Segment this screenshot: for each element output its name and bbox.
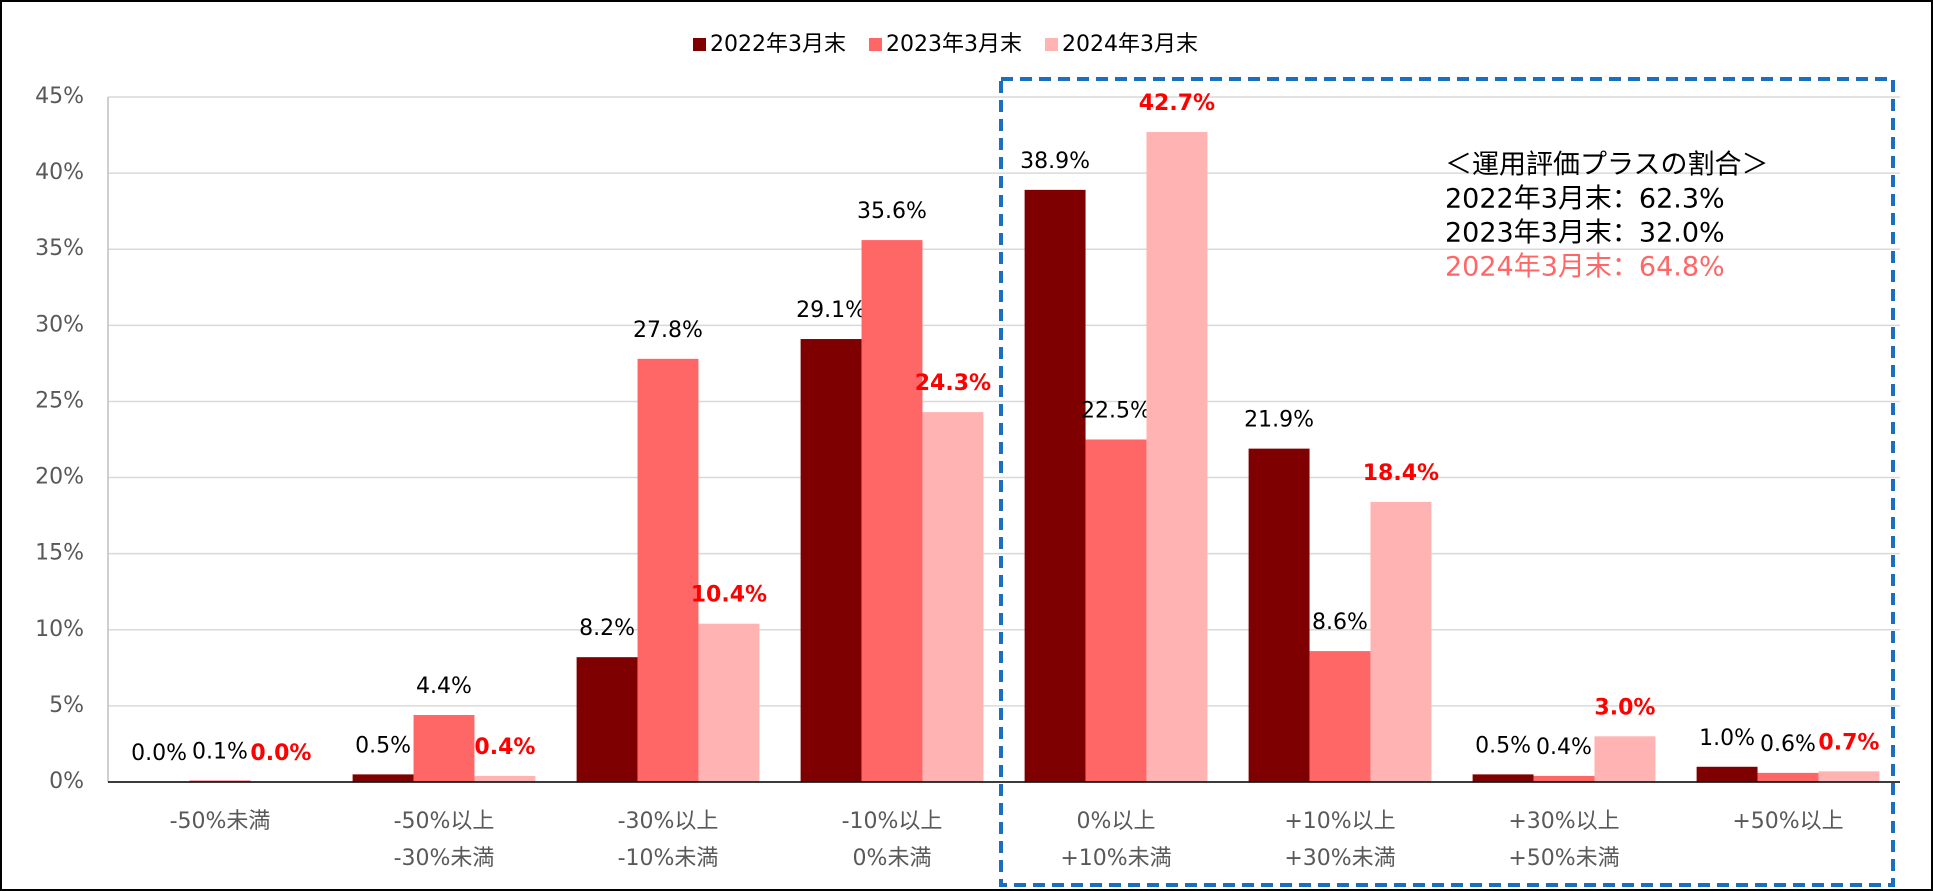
y-tick-label: 5% (49, 693, 84, 718)
data-label: 0.7% (1818, 730, 1879, 755)
legend-swatch (693, 38, 706, 51)
bar (1248, 448, 1310, 782)
y-tick-label: 35% (35, 236, 84, 261)
bar (1146, 132, 1208, 782)
bar (1533, 775, 1595, 782)
bar (576, 657, 638, 782)
data-label: 0.0% (250, 741, 311, 766)
y-tick-label: 0% (49, 769, 84, 794)
y-tick-label: 20% (35, 465, 84, 490)
bar (1370, 501, 1432, 782)
bar (1472, 774, 1534, 782)
annotation-line: 2024年3月末：64.8% (1445, 252, 1725, 283)
bar (189, 780, 251, 782)
y-tick-label: 15% (35, 541, 84, 566)
bar (352, 774, 414, 782)
x-tick-label: -50%未満 (170, 809, 271, 834)
annotation-line: 2022年3月末：62.3% (1445, 184, 1725, 215)
data-label: 24.3% (915, 371, 991, 396)
x-tick-label: +30%未満 (1284, 846, 1395, 871)
y-tick-label: 10% (35, 617, 84, 642)
y-tick-label: 30% (35, 312, 84, 337)
x-tick-label: +10%未満 (1060, 846, 1171, 871)
x-tick-label: -30%以上 (618, 809, 719, 834)
data-label: 0.4% (1536, 735, 1592, 760)
data-label: 18.4% (1363, 461, 1439, 486)
x-tick-label: -10%未満 (618, 846, 719, 871)
y-tick-label: 45% (35, 84, 84, 109)
x-tick-label: 0%未満 (853, 846, 932, 871)
data-label: 0.1% (192, 739, 248, 764)
bar (413, 715, 475, 782)
bar (922, 412, 984, 782)
x-tick-label: +50%以上 (1732, 809, 1843, 834)
data-label: 8.6% (1312, 610, 1368, 635)
data-label: 38.9% (1020, 149, 1090, 174)
legend-label: 2023年3月末 (886, 32, 1022, 57)
x-tick-label: -50%以上 (394, 809, 495, 834)
data-label: 0.6% (1760, 732, 1816, 757)
data-label: 0.0% (131, 741, 187, 766)
y-tick-label: 25% (35, 388, 84, 413)
legend-label: 2022年3月末 (710, 32, 846, 57)
data-label: 42.7% (1139, 91, 1215, 116)
legend-swatch (869, 38, 882, 51)
bar (1594, 736, 1656, 782)
data-label: 1.0% (1699, 726, 1755, 751)
bar (800, 339, 862, 782)
annotation-line: ＜運用評価プラスの割合＞ (1445, 150, 1768, 181)
data-label: 22.5% (1081, 399, 1151, 424)
bar (1309, 651, 1371, 782)
highlight-box (999, 77, 1895, 887)
bar (637, 358, 699, 782)
data-label: 0.4% (474, 735, 535, 760)
bar (1696, 766, 1758, 782)
data-label: 27.8% (633, 318, 703, 343)
legend-swatch (1045, 38, 1058, 51)
data-label: 35.6% (857, 199, 927, 224)
annotation-line: 2023年3月末：32.0% (1445, 218, 1725, 249)
y-tick-label: 40% (35, 160, 84, 185)
bar (1818, 771, 1880, 782)
bar (698, 623, 760, 782)
data-label: 3.0% (1594, 695, 1655, 720)
x-tick-label: 0%以上 (1077, 809, 1156, 834)
bar (1085, 439, 1147, 782)
data-label: 8.2% (579, 616, 635, 641)
bar (1757, 772, 1819, 782)
data-label: 10.4% (691, 583, 767, 608)
x-tick-label: -10%以上 (842, 809, 943, 834)
data-label: 0.5% (1475, 733, 1531, 758)
bar (1024, 189, 1086, 782)
x-tick-label: -30%未満 (394, 846, 495, 871)
bar (861, 240, 923, 783)
data-label: 29.1% (796, 298, 866, 323)
data-label: 4.4% (416, 674, 472, 699)
bar (474, 775, 536, 782)
x-tick-label: +50%未満 (1508, 846, 1619, 871)
data-label: 21.9% (1244, 408, 1314, 433)
legend-label: 2024年3月末 (1062, 32, 1198, 57)
x-tick-label: +30%以上 (1508, 809, 1619, 834)
data-label: 0.5% (355, 733, 411, 758)
x-tick-label: +10%以上 (1284, 809, 1395, 834)
